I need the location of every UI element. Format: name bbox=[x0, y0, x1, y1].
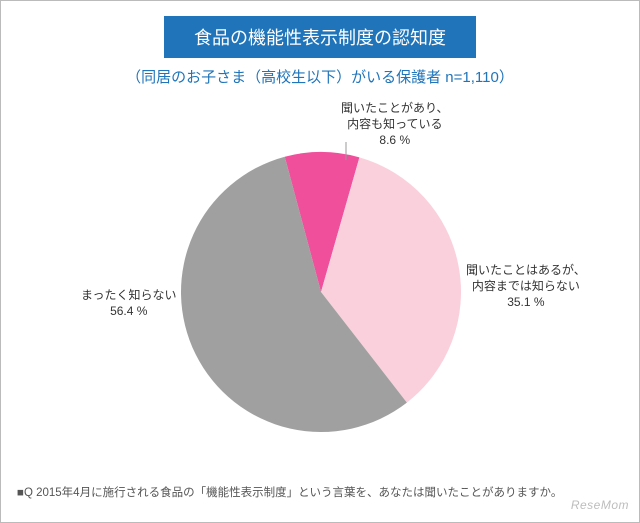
slice-label: まったく知らない56.4 % bbox=[81, 287, 177, 319]
slice-label: 聞いたことがあり、内容も知っている8.6 % bbox=[341, 100, 449, 149]
title-box: 食品の機能性表示制度の認知度 bbox=[164, 16, 476, 58]
chart-title: 食品の機能性表示制度の認知度 bbox=[194, 28, 446, 48]
slice-label: 聞いたことはあるが、内容までは知らない35.1 % bbox=[466, 262, 586, 311]
title-bar: 食品の機能性表示制度の認知度 bbox=[1, 16, 639, 58]
pie-svg bbox=[171, 142, 471, 442]
watermark: ReseMom bbox=[571, 498, 629, 512]
pie-chart: 聞いたことがあり、内容も知っている8.6 % 聞いたことはあるが、内容までは知らな… bbox=[1, 97, 640, 457]
question-footer: ■Q 2015年4月に施行される食品の「機能性表示制度」という言葉を、あなたは聞… bbox=[17, 484, 623, 500]
chart-subtitle: （同居のお子さま（高校生以下）がいる保護者 n=1,110） bbox=[1, 66, 639, 87]
